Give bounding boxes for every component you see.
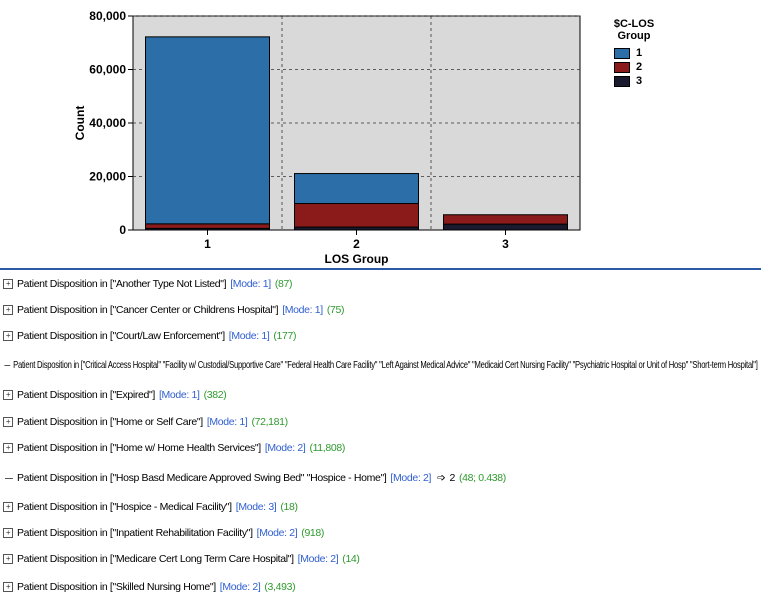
mode-label: [Mode: 2] — [219, 581, 261, 593]
bar-chart: 0 20,000 40,000 60,000 80,000 1 2 3 LOS Group Cou… — [73, 9, 581, 266]
tree-row[interactable]: + Patient Disposition in ["Court/Law Enfo… — [3, 328, 297, 344]
tree-row[interactable]: + Patient Disposition in ["Medicare Cert … — [3, 551, 360, 567]
y-tick-label-4: 80,000 — [89, 9, 126, 23]
count-label: (75) — [326, 304, 345, 316]
mode-label: [Mode: 2] — [297, 553, 339, 565]
rule-text: Patient Disposition in ["Skilled Nursing… — [17, 581, 216, 593]
rule-text: Patient Disposition in ["Medicare Cert L… — [17, 553, 294, 565]
expand-icon[interactable]: + — [3, 528, 13, 538]
mode-label: [Mode: 3] — [235, 501, 277, 513]
tree-row[interactable]: Patient Disposition in ["Critical Access… — [3, 357, 758, 373]
expand-icon[interactable]: + — [3, 443, 13, 453]
rule-text: Patient Disposition in ["Another Type No… — [17, 278, 227, 290]
arrow-right-icon: ➩ — [437, 472, 446, 484]
mode-label: [Mode: 1] — [230, 278, 271, 290]
expand-icon[interactable]: + — [3, 582, 13, 592]
legend-entry-3: 3 — [614, 74, 676, 88]
count-label: (382) — [203, 389, 227, 401]
legend-title-line2: Group — [617, 30, 651, 42]
rule-text: Patient Disposition in ["Inpatient Rehab… — [17, 527, 253, 539]
y-tick-label-2: 40,000 — [89, 116, 126, 130]
count-label: (72,181) — [251, 416, 288, 428]
rule-text: Patient Disposition in ["Home or Self Ca… — [17, 416, 203, 428]
expand-icon[interactable]: + — [3, 554, 13, 564]
count-label: (918) — [301, 527, 325, 539]
x-tick-label-2: 3 — [502, 237, 509, 251]
mode-label: [Mode: 1] — [282, 304, 323, 316]
divider — [0, 268, 761, 270]
count-label: (48; 0.438) — [459, 472, 506, 484]
bar-1-series-2 — [145, 223, 270, 229]
legend-title-line1: $C-LOS — [613, 18, 655, 30]
legend-swatch-2 — [614, 61, 630, 73]
mode-label: [Mode: 1] — [228, 330, 270, 342]
legend-label-1: 1 — [636, 47, 643, 59]
bar-2-series-2 — [294, 203, 419, 228]
mode-label: [Mode: 2] — [390, 472, 432, 484]
mode-label: [Mode: 1] — [206, 416, 248, 428]
count-label: (87) — [274, 278, 293, 290]
rule-text: Patient Disposition in ["Home w/ Home He… — [17, 442, 261, 454]
x-tick-label-0: 1 — [204, 237, 211, 251]
mode-label: [Mode: 2] — [256, 527, 298, 539]
y-axis-title: Count — [73, 106, 87, 141]
legend-label-2: 2 — [636, 61, 643, 73]
leaf-connector-icon — [5, 477, 13, 479]
legend-swatch-1 — [614, 47, 630, 59]
legend-swatch-3 — [614, 75, 630, 87]
tree-row[interactable]: + Patient Disposition in ["Hospice - Medi… — [3, 499, 298, 515]
count-label: (177) — [273, 330, 297, 342]
tree-row[interactable]: + Patient Disposition in ["Home w/ Home H… — [3, 440, 345, 456]
x-axis-title: LOS Group — [325, 252, 389, 266]
expand-icon[interactable]: + — [3, 502, 13, 512]
tree-row[interactable]: Patient Disposition in ["Hosp Basd Medic… — [3, 470, 506, 486]
count-label: (3,493) — [264, 581, 296, 593]
bar-3-series-3 — [443, 223, 568, 231]
tree-row[interactable]: + Patient Disposition in ["Inpatient Reha… — [3, 525, 324, 541]
expand-icon[interactable]: + — [3, 331, 13, 341]
tree-row[interactable]: + Patient Disposition in ["Skilled Nursin… — [3, 579, 296, 595]
mode-label: [Mode: 2] — [264, 442, 306, 454]
y-tick-label-0: 0 — [119, 223, 126, 237]
rule-text: Patient Disposition in ["Critical Access… — [13, 359, 758, 371]
expand-icon[interactable]: + — [3, 390, 13, 400]
legend: $C-LOS Group 1 2 3 — [592, 18, 676, 88]
y-tick-label-1: 20,000 — [89, 170, 126, 184]
expand-icon[interactable]: + — [3, 279, 13, 289]
predicted-value: 2 — [449, 472, 456, 484]
rule-text: Patient Disposition in ["Hosp Basd Medic… — [17, 472, 387, 484]
y-tick-label-3: 60,000 — [89, 63, 126, 77]
leaf-connector-icon — [4, 364, 11, 366]
bar-1-series-1 — [145, 36, 270, 225]
x-tick-label-1: 2 — [353, 237, 360, 251]
tree-row[interactable]: + Patient Disposition in ["Another Type N… — [3, 276, 292, 292]
expand-icon[interactable]: + — [3, 305, 13, 315]
count-label: (18) — [280, 501, 298, 513]
rule-text: Patient Disposition in ["Court/Law Enfor… — [17, 330, 225, 342]
rule-text: Patient Disposition in ["Cancer Center o… — [17, 304, 279, 316]
tree-row[interactable]: + Patient Disposition in ["Expired"] [Mode… — [3, 387, 227, 403]
legend-entry-1: 1 — [614, 46, 676, 60]
chart-area: 0 20,000 40,000 60,000 80,000 1 2 3 LOS Group Cou… — [0, 0, 761, 268]
tree-row[interactable]: + Patient Disposition in ["Home or Self C… — [3, 414, 288, 430]
rule-text: Patient Disposition in ["Hospice - Medic… — [17, 501, 232, 513]
mode-label: [Mode: 1] — [158, 389, 200, 401]
legend-label-3: 3 — [636, 75, 643, 87]
rule-text: Patient Disposition in ["Expired"] — [17, 389, 155, 401]
expand-icon[interactable]: + — [3, 417, 13, 427]
bar-2-series-1 — [294, 173, 419, 205]
count-label: (11,808) — [309, 442, 345, 454]
tree-row[interactable]: + Patient Disposition in ["Cancer Center … — [3, 302, 344, 318]
count-label: (14) — [342, 553, 360, 565]
legend-entry-2: 2 — [614, 60, 676, 74]
bar-3-series-2 — [443, 214, 568, 225]
